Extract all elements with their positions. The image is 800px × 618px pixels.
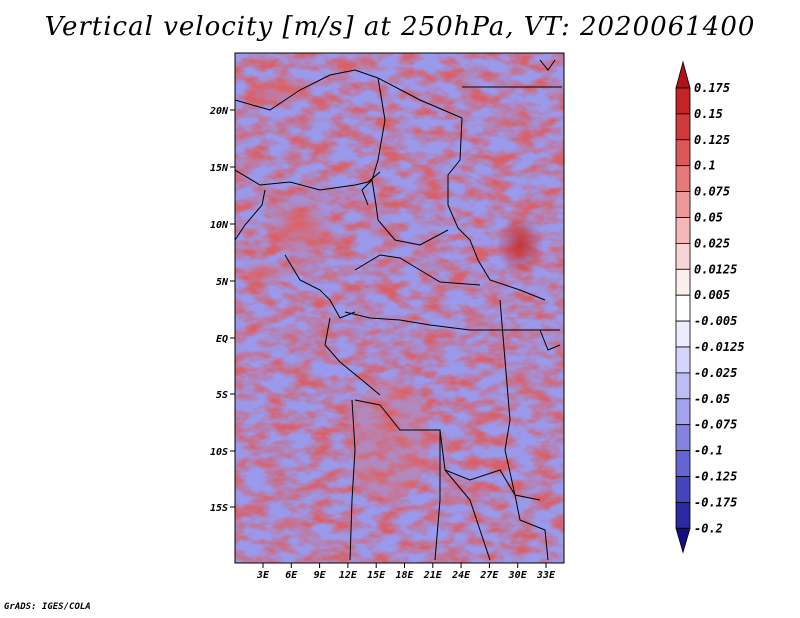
- map-frame: [234, 52, 565, 564]
- colorbar-label: -0.125: [694, 470, 737, 484]
- colorbar-swatch: [675, 242, 691, 270]
- colorbar: 0.175 0.15 0.125 0.1 0.075 0.05 0.025 0.0125 0.0…: [675, 60, 745, 554]
- lon-tick-label: 6E: [285, 570, 298, 581]
- colorbar-label: 0.0125: [694, 262, 737, 276]
- chart-title: Vertical velocity [m/s] at 250hPa, VT: 2…: [44, 12, 756, 42]
- credit-label: GrADS: IGES/COLA: [4, 602, 91, 612]
- colorbar-label: 0.15: [694, 107, 723, 121]
- colorbar-swatch: [675, 165, 691, 192]
- colorbar-label: -0.2: [694, 521, 723, 535]
- colorbar-cap-bottom: [675, 527, 691, 554]
- lat-tick-label: 10N: [210, 220, 229, 231]
- colorbar-label: -0.005: [694, 314, 737, 328]
- lat-tick-label: 5N: [216, 277, 229, 288]
- lat-tick-label: 20N: [209, 106, 229, 117]
- colorbar-label: 0.125: [694, 133, 730, 147]
- colorbar-label: 0.05: [694, 211, 723, 225]
- colorbar-label: 0.075: [694, 185, 730, 199]
- lon-tick-label: 3E: [256, 570, 270, 581]
- longitude-axis: 3E 6E 9E 12E 15E 18E 21E 24E 27E 30E 33E: [256, 563, 556, 581]
- colorbar-label: 0.1: [694, 159, 716, 173]
- country-borders: [235, 59, 562, 561]
- colorbar-swatch: [675, 450, 691, 477]
- colorbar-label: -0.075: [694, 418, 737, 432]
- lon-tick-label: 21E: [423, 570, 443, 581]
- lon-tick-label: 18E: [395, 570, 414, 581]
- colorbar-swatch: [675, 501, 691, 529]
- colorbar-swatch: [675, 217, 691, 244]
- colorbar-label: -0.0125: [694, 340, 745, 354]
- colorbar-swatch: [675, 191, 691, 218]
- lon-tick-label: 15E: [367, 570, 386, 581]
- colorbar-label: 0.175: [694, 81, 730, 95]
- colorbar-swatch: [675, 424, 691, 452]
- colorbar-swatch: [675, 320, 691, 348]
- velocity-field: [235, 53, 564, 563]
- lat-tick-label: 15N: [210, 163, 229, 174]
- colorbar-swatch: [675, 268, 691, 296]
- colorbar-swatch: [675, 113, 691, 141]
- colorbar-swatch: [675, 398, 691, 426]
- lat-tick-label: 5S: [216, 390, 228, 401]
- lat-tick-label: EQ: [216, 334, 228, 345]
- colorbar-label: -0.025: [694, 366, 737, 380]
- colorbar-label: 0.025: [694, 236, 730, 250]
- latitude-axis: 20N 15N 10N 5N EQ 5S 10S 15S: [209, 106, 235, 514]
- colorbar-cap-top: [675, 60, 691, 89]
- colorbar-swatch: [675, 346, 691, 374]
- colorbar-swatch: [675, 372, 691, 400]
- lon-tick-label: 33E: [536, 570, 556, 581]
- lon-tick-label: 30E: [508, 570, 528, 581]
- lat-tick-label: 15S: [210, 503, 228, 514]
- colorbar-swatch: [675, 294, 691, 322]
- colorbar-swatch: [675, 87, 691, 115]
- colorbar-label: -0.05: [694, 392, 730, 406]
- lon-tick-label: 27E: [479, 570, 499, 581]
- lon-tick-label: 12E: [339, 570, 358, 581]
- colorbar-label: -0.1: [694, 444, 723, 458]
- colorbar-label: 0.005: [694, 288, 730, 302]
- lat-tick-label: 10S: [210, 447, 228, 458]
- lon-tick-label: 9E: [314, 570, 327, 581]
- lon-tick-label: 24E: [451, 570, 471, 581]
- colorbar-swatch: [675, 139, 691, 167]
- colorbar-label: -0.175: [694, 495, 737, 509]
- colorbar-swatch: [675, 476, 691, 503]
